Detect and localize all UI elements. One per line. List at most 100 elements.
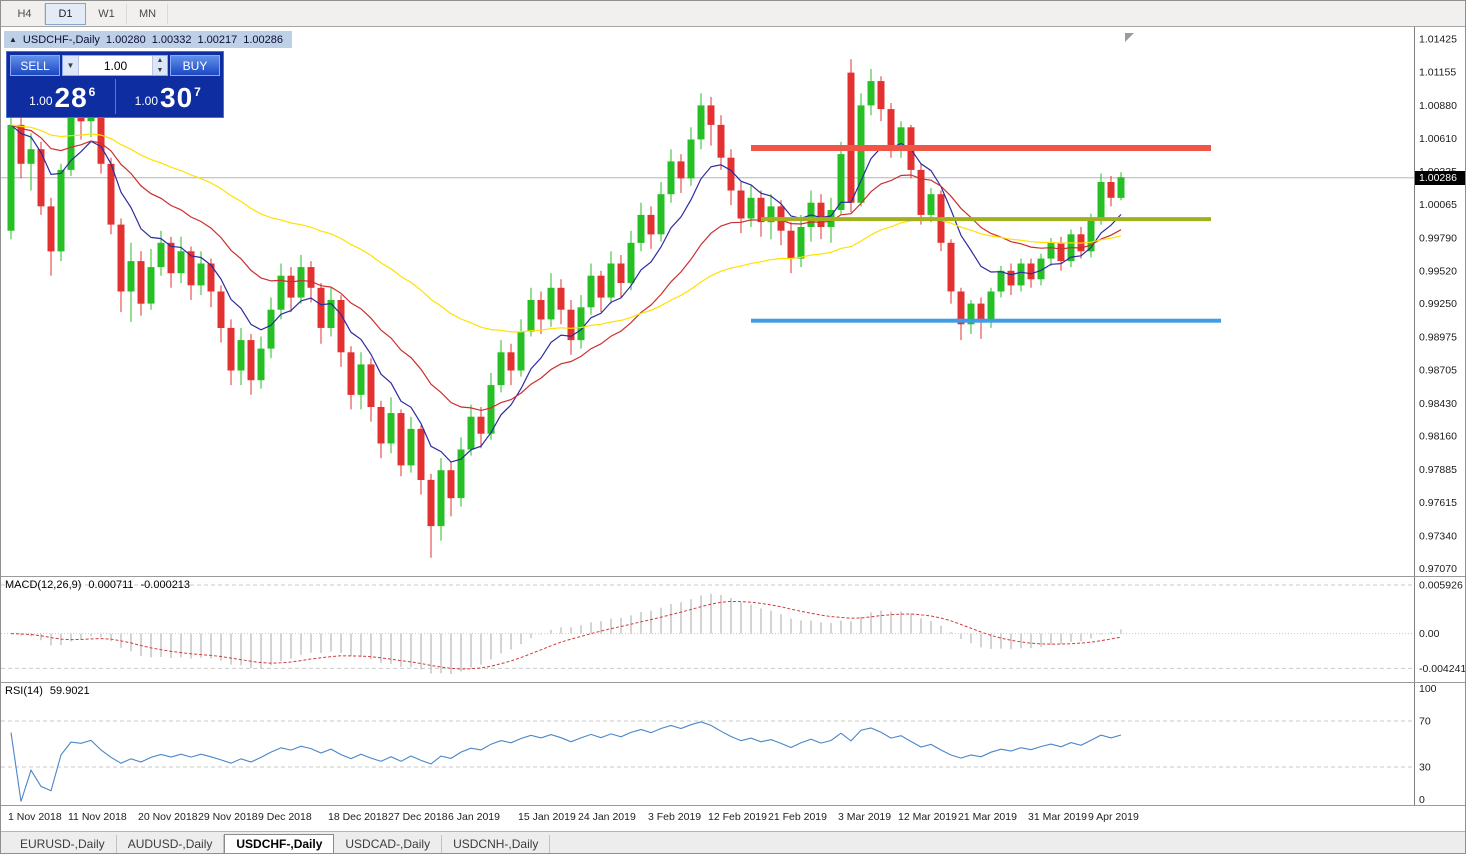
chart-tab-usdchf[interactable]: USDCHF-,Daily: [224, 833, 335, 853]
price-chart-canvas[interactable]: 1.014251.011551.008801.006101.003351.000…: [1, 27, 1465, 576]
price-axis-label: 0.97615: [1419, 497, 1457, 509]
price-axis-label: 0.99250: [1419, 298, 1457, 310]
rsi-axis-label: 30: [1419, 762, 1431, 774]
date-axis-label: 24 Jan 2019: [578, 811, 636, 823]
slow-ma-line: [10, 124, 1122, 333]
date-axis-label: 31 Mar 2019: [1028, 811, 1087, 823]
chart-symbol-label: USDCHF-,Daily: [22, 33, 100, 46]
chart-title: ▲ USDCHF-,Daily 1.00280 1.00332 1.00217 …: [4, 31, 292, 48]
price-axis-label: 0.98160: [1419, 431, 1457, 443]
date-axis-label: 3 Feb 2019: [648, 811, 702, 823]
date-axis-label: 11 Nov 2018: [68, 811, 127, 823]
rsi-value: 59.9021: [49, 685, 90, 697]
price-axis-label: 0.97070: [1419, 563, 1457, 575]
macd-indicator-pane: 0.005926 0.00 -0.004241 MACD(12,26,9) 0.00…: [1, 577, 1465, 683]
candles: [7, 59, 1125, 558]
rsi-line: [10, 721, 1122, 802]
chart-tab-eurusd[interactable]: EURUSD-,Daily: [9, 834, 117, 853]
chart-shift-marker-icon[interactable]: [1125, 33, 1134, 42]
rsi-axis-label: 0: [1419, 794, 1425, 805]
sell-price-prefix: 1.00: [29, 94, 53, 108]
date-axis-label: 1 Nov 2018: [8, 811, 62, 823]
rsi-canvas[interactable]: 100 70 30 0: [1, 683, 1465, 805]
chart-tab-audusd[interactable]: AUDUSD-,Daily: [117, 834, 225, 853]
ohlc-open: 1.00280: [105, 33, 146, 46]
macd-axis-label: 0.00: [1419, 628, 1440, 640]
date-axis-label: 6 Jan 2019: [448, 811, 500, 823]
date-axis-label: 12 Feb 2019: [708, 811, 767, 823]
date-axis-label: 12 Mar 2019: [898, 811, 957, 823]
rsi-indicator-pane: 100 70 30 0 RSI(14) 59.9021: [1, 683, 1465, 806]
price-axis-label: 0.97340: [1419, 530, 1457, 542]
price-axis-label: 0.98975: [1419, 332, 1457, 344]
timeframe-button-h4[interactable]: H4: [4, 2, 45, 25]
macd-canvas[interactable]: 0.005926 0.00 -0.004241: [1, 577, 1465, 682]
chart-tab-usdcad[interactable]: USDCAD-,Daily: [334, 834, 443, 853]
date-axis-label: 21 Mar 2019: [958, 811, 1017, 823]
macd-label: MACD(12,26,9) 0.000711 -0.000213: [5, 579, 190, 591]
price-axis-label: 0.98705: [1419, 364, 1457, 376]
medium-ma-line: [10, 124, 1122, 412]
volume-input[interactable]: [79, 56, 152, 75]
date-axis-label: 29 Nov 2018: [198, 811, 258, 823]
date-axis-label: 18 Dec 2018: [328, 811, 388, 823]
macd-main-value: 0.000711: [88, 579, 134, 591]
buy-price-display[interactable]: 1.00 30 7: [114, 79, 221, 114]
price-chart-pane: 1.014251.011551.008801.006101.003351.000…: [1, 27, 1465, 577]
timeframe-button-d1[interactable]: D1: [45, 2, 86, 25]
sell-price-big-digits: 28: [54, 82, 88, 113]
chart-tab-bar: EURUSD-,Daily AUDUSD-,Daily USDCHF-,Daily U…: [1, 832, 1465, 853]
chart-tab-usdcnh[interactable]: USDCNH-,Daily: [442, 834, 551, 853]
date-axis-label: 20 Nov 2018: [138, 811, 198, 823]
date-axis-label: 9 Dec 2018: [258, 811, 312, 823]
price-axis-label: 1.00610: [1419, 133, 1457, 145]
volume-control: ▼ ▲ ▼: [62, 55, 168, 76]
macd-signal-line: [10, 600, 1122, 670]
support-line-olive[interactable]: [761, 217, 1211, 222]
macd-name: MACD(12,26,9): [5, 579, 82, 591]
timeframe-toolbar: H4 D1 W1 MN: [1, 1, 1465, 27]
macd-histogram: [20, 593, 1122, 674]
macd-signal-value: -0.000213: [140, 579, 191, 591]
sell-price-display[interactable]: 1.00 28 6: [10, 79, 115, 114]
resistance-line-red[interactable]: [751, 145, 1211, 151]
date-axis-label: 9 Apr 2019: [1088, 811, 1139, 823]
price-axis-label: 0.99520: [1419, 265, 1457, 277]
price-axis-label: 1.01425: [1419, 34, 1457, 46]
rsi-axis-label: 100: [1419, 683, 1437, 695]
price-axis-label: 0.98430: [1419, 398, 1457, 410]
current-price-tag: 1.00286: [1415, 171, 1465, 185]
support-line-blue[interactable]: [751, 318, 1221, 323]
spinner-up-icon[interactable]: ▲: [153, 56, 167, 66]
price-axis-label: 0.99790: [1419, 233, 1457, 245]
price-axis-label: 1.00880: [1419, 100, 1457, 112]
buy-button[interactable]: BUY: [170, 55, 220, 76]
price-axis-label: 1.00065: [1419, 199, 1457, 211]
macd-axis-label: 0.005926: [1419, 580, 1463, 592]
date-axis-label: 3 Mar 2019: [838, 811, 892, 823]
date-axis-label: 21 Feb 2019: [768, 811, 827, 823]
macd-axis-label: -0.004241: [1419, 663, 1465, 675]
sell-button[interactable]: SELL: [10, 55, 60, 76]
timeframe-button-mn[interactable]: MN: [127, 2, 168, 25]
timeframe-button-w1[interactable]: W1: [86, 2, 127, 25]
collapse-arrow-icon[interactable]: ▲: [9, 35, 17, 44]
buy-price-point-digit: 7: [194, 85, 201, 99]
volume-spinner[interactable]: ▲ ▼: [152, 56, 167, 75]
fast-ma-line: [10, 124, 1122, 463]
sell-price-point-digit: 6: [88, 85, 96, 99]
buy-price-prefix: 1.00: [134, 94, 158, 108]
date-axis-label: 27 Dec 2018: [388, 811, 448, 823]
ohlc-close: 1.00286: [243, 33, 283, 46]
buy-price-big-digits: 30: [160, 82, 194, 113]
volume-dropdown-icon[interactable]: ▼: [63, 56, 79, 75]
spinner-down-icon[interactable]: ▼: [153, 65, 167, 75]
rsi-axis-label: 70: [1419, 716, 1431, 728]
price-axis-label: 0.97885: [1419, 464, 1457, 476]
rsi-name: RSI(14): [5, 685, 43, 697]
ohlc-low: 1.00217: [197, 33, 238, 46]
rsi-label: RSI(14) 59.9021: [5, 685, 90, 697]
price-axis-label: 1.01155: [1419, 67, 1456, 79]
